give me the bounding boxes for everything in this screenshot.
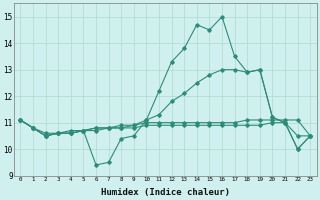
X-axis label: Humidex (Indice chaleur): Humidex (Indice chaleur) [101,188,230,197]
